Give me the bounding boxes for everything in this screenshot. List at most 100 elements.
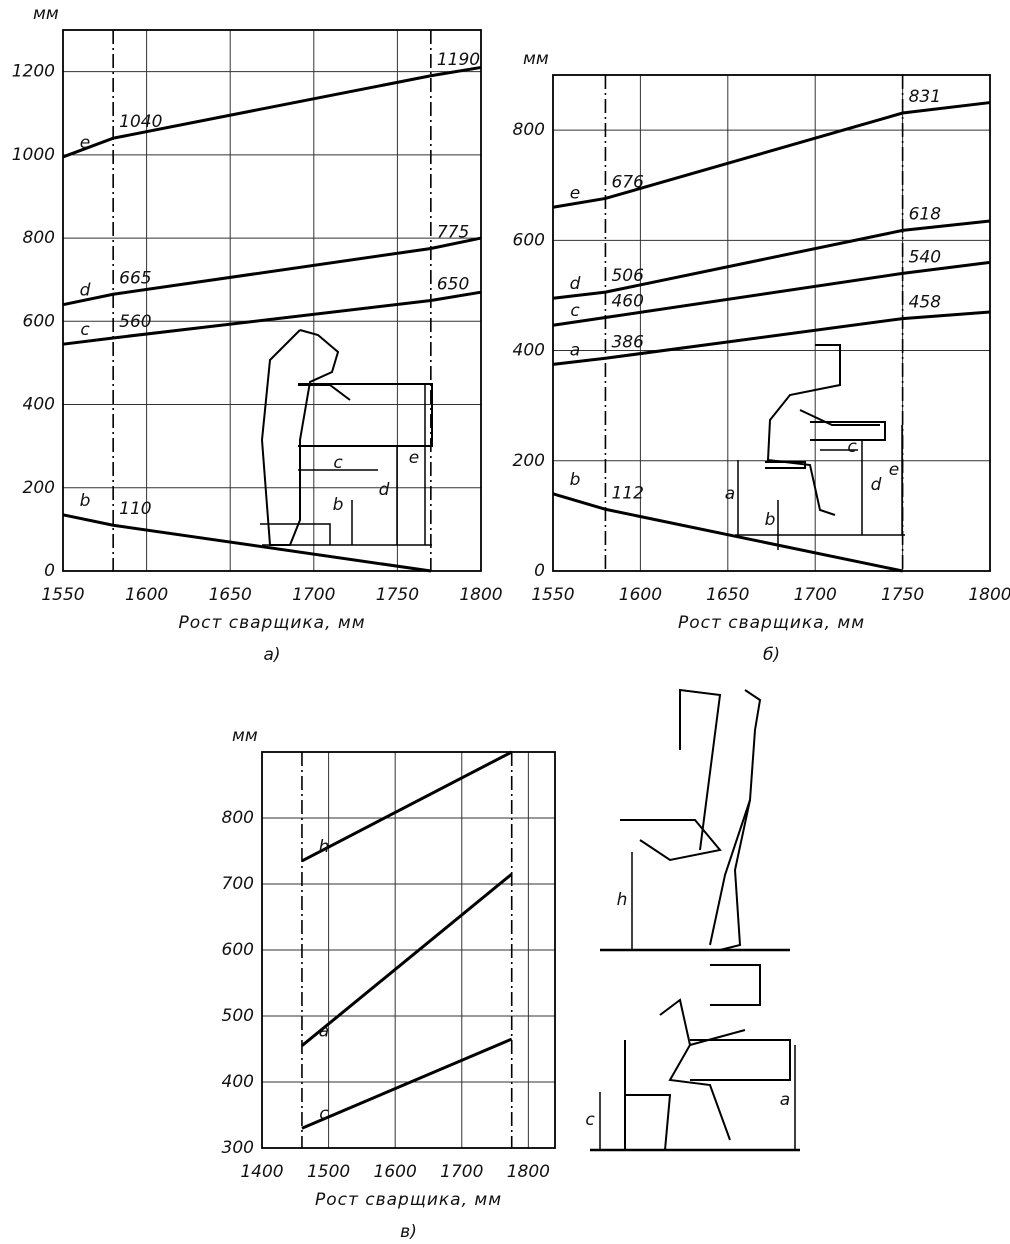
x-tick-label: 1550 — [531, 585, 574, 605]
y-tick-label: 1000 — [12, 145, 55, 165]
data-line — [552, 492, 903, 573]
x-tick-label: 1600 — [125, 585, 168, 605]
dimension-label: a — [780, 1090, 790, 1110]
series-name: e — [80, 133, 90, 153]
illustration-stroke — [260, 523, 331, 545]
illustration-stroke — [659, 998, 731, 1141]
caption: в) — [400, 1222, 417, 1242]
y-tick-label: 600 — [513, 230, 545, 250]
y-axis-label: мм — [523, 49, 549, 69]
plot-frame — [62, 29, 482, 572]
x-tick-label: 1600 — [619, 585, 662, 605]
value-label: 618 — [909, 204, 942, 224]
plot-frame — [261, 751, 556, 1149]
y-tick-label: 800 — [222, 808, 254, 828]
series-name: c — [570, 301, 580, 321]
data-line — [62, 236, 482, 307]
dimension-label: d — [871, 475, 882, 495]
value-label: 506 — [611, 266, 644, 286]
dimension-label: b — [765, 510, 776, 530]
series-name: c — [319, 1104, 329, 1124]
value-label: 1190 — [437, 50, 480, 70]
x-tick-label: 1600 — [374, 1162, 417, 1182]
data-line — [62, 513, 432, 573]
illustration-stroke — [765, 461, 806, 469]
illustration-stroke — [298, 384, 351, 401]
series-name: d — [80, 281, 91, 301]
illustration-stroke — [679, 688, 722, 851]
value-label: 831 — [909, 87, 941, 107]
data-line — [552, 260, 991, 327]
value-label: 460 — [611, 291, 643, 311]
dimension-label: b — [333, 495, 344, 515]
series-name: b — [80, 491, 91, 511]
illustration-stroke — [766, 344, 841, 516]
x-tick-label: 1800 — [459, 585, 502, 605]
series-name: e — [570, 183, 580, 203]
value-label: 110 — [119, 499, 151, 519]
x-tick-label: 1800 — [968, 585, 1010, 605]
data-line — [301, 750, 513, 863]
x-tick-label: 1700 — [292, 585, 335, 605]
y-tick-label: 800 — [23, 228, 55, 248]
dimension-label: e — [889, 460, 899, 480]
illustration-stroke — [810, 421, 886, 441]
illustration-stroke — [709, 799, 751, 946]
dimension-label: c — [585, 1110, 595, 1130]
caption: а) — [263, 645, 280, 665]
y-axis-label: мм — [33, 4, 59, 24]
y-tick-label: 800 — [513, 120, 545, 140]
x-tick-label: 1750 — [376, 585, 419, 605]
x-tick-label: 1800 — [507, 1162, 550, 1182]
value-label: 386 — [611, 332, 644, 352]
data-line — [301, 872, 513, 1047]
illustration-stroke — [620, 819, 722, 862]
illustration-stroke — [799, 409, 880, 426]
value-label: 676 — [611, 172, 644, 192]
y-tick-label: 0 — [44, 561, 55, 581]
x-tick-label: 1650 — [706, 585, 749, 605]
x-tick-label: 1650 — [209, 585, 252, 605]
illustration-stroke — [690, 1039, 791, 1081]
illustration-stroke — [710, 964, 761, 1006]
x-axis-label: Рост сварщика, мм — [315, 1190, 502, 1210]
data-line — [62, 290, 482, 346]
x-axis-label: Рост сварщика, мм — [678, 613, 865, 633]
dimension-label: a — [725, 484, 735, 504]
series-name: c — [80, 320, 90, 340]
value-label: 458 — [909, 293, 942, 313]
x-tick-label: 1550 — [41, 585, 84, 605]
value-label: 112 — [611, 483, 643, 503]
y-tick-label: 200 — [513, 451, 545, 471]
value-label: 650 — [437, 275, 469, 295]
x-tick-label: 1700 — [440, 1162, 483, 1182]
data-line — [62, 65, 482, 159]
value-label: 665 — [119, 268, 151, 288]
value-label: 540 — [909, 247, 941, 267]
value-label: 775 — [437, 222, 469, 242]
y-tick-label: 0 — [534, 561, 545, 581]
data-line — [301, 1037, 513, 1130]
y-tick-label: 400 — [222, 1072, 254, 1092]
illustration-stroke — [625, 1094, 672, 1151]
x-tick-label: 1700 — [794, 585, 837, 605]
illustration-stroke — [719, 689, 762, 951]
illustration-stroke — [689, 1029, 746, 1046]
illustration-stroke — [298, 383, 433, 447]
y-tick-label: 700 — [222, 874, 254, 894]
value-label: 560 — [119, 312, 151, 332]
y-tick-label: 600 — [222, 940, 254, 960]
dimension-label: c — [333, 453, 343, 473]
dimension-label: d — [379, 480, 390, 500]
y-tick-label: 600 — [23, 311, 55, 331]
series-name: d — [570, 274, 581, 294]
y-tick-label: 300 — [222, 1138, 254, 1158]
dimension-label: h — [617, 890, 628, 910]
y-tick-label: 500 — [222, 1006, 254, 1026]
series-name: a — [319, 1022, 329, 1042]
x-tick-label: 1750 — [881, 585, 924, 605]
x-axis-label: Рост сварщика, мм — [178, 613, 365, 633]
value-label: 1040 — [119, 112, 162, 132]
dimension-label: c — [847, 437, 857, 457]
